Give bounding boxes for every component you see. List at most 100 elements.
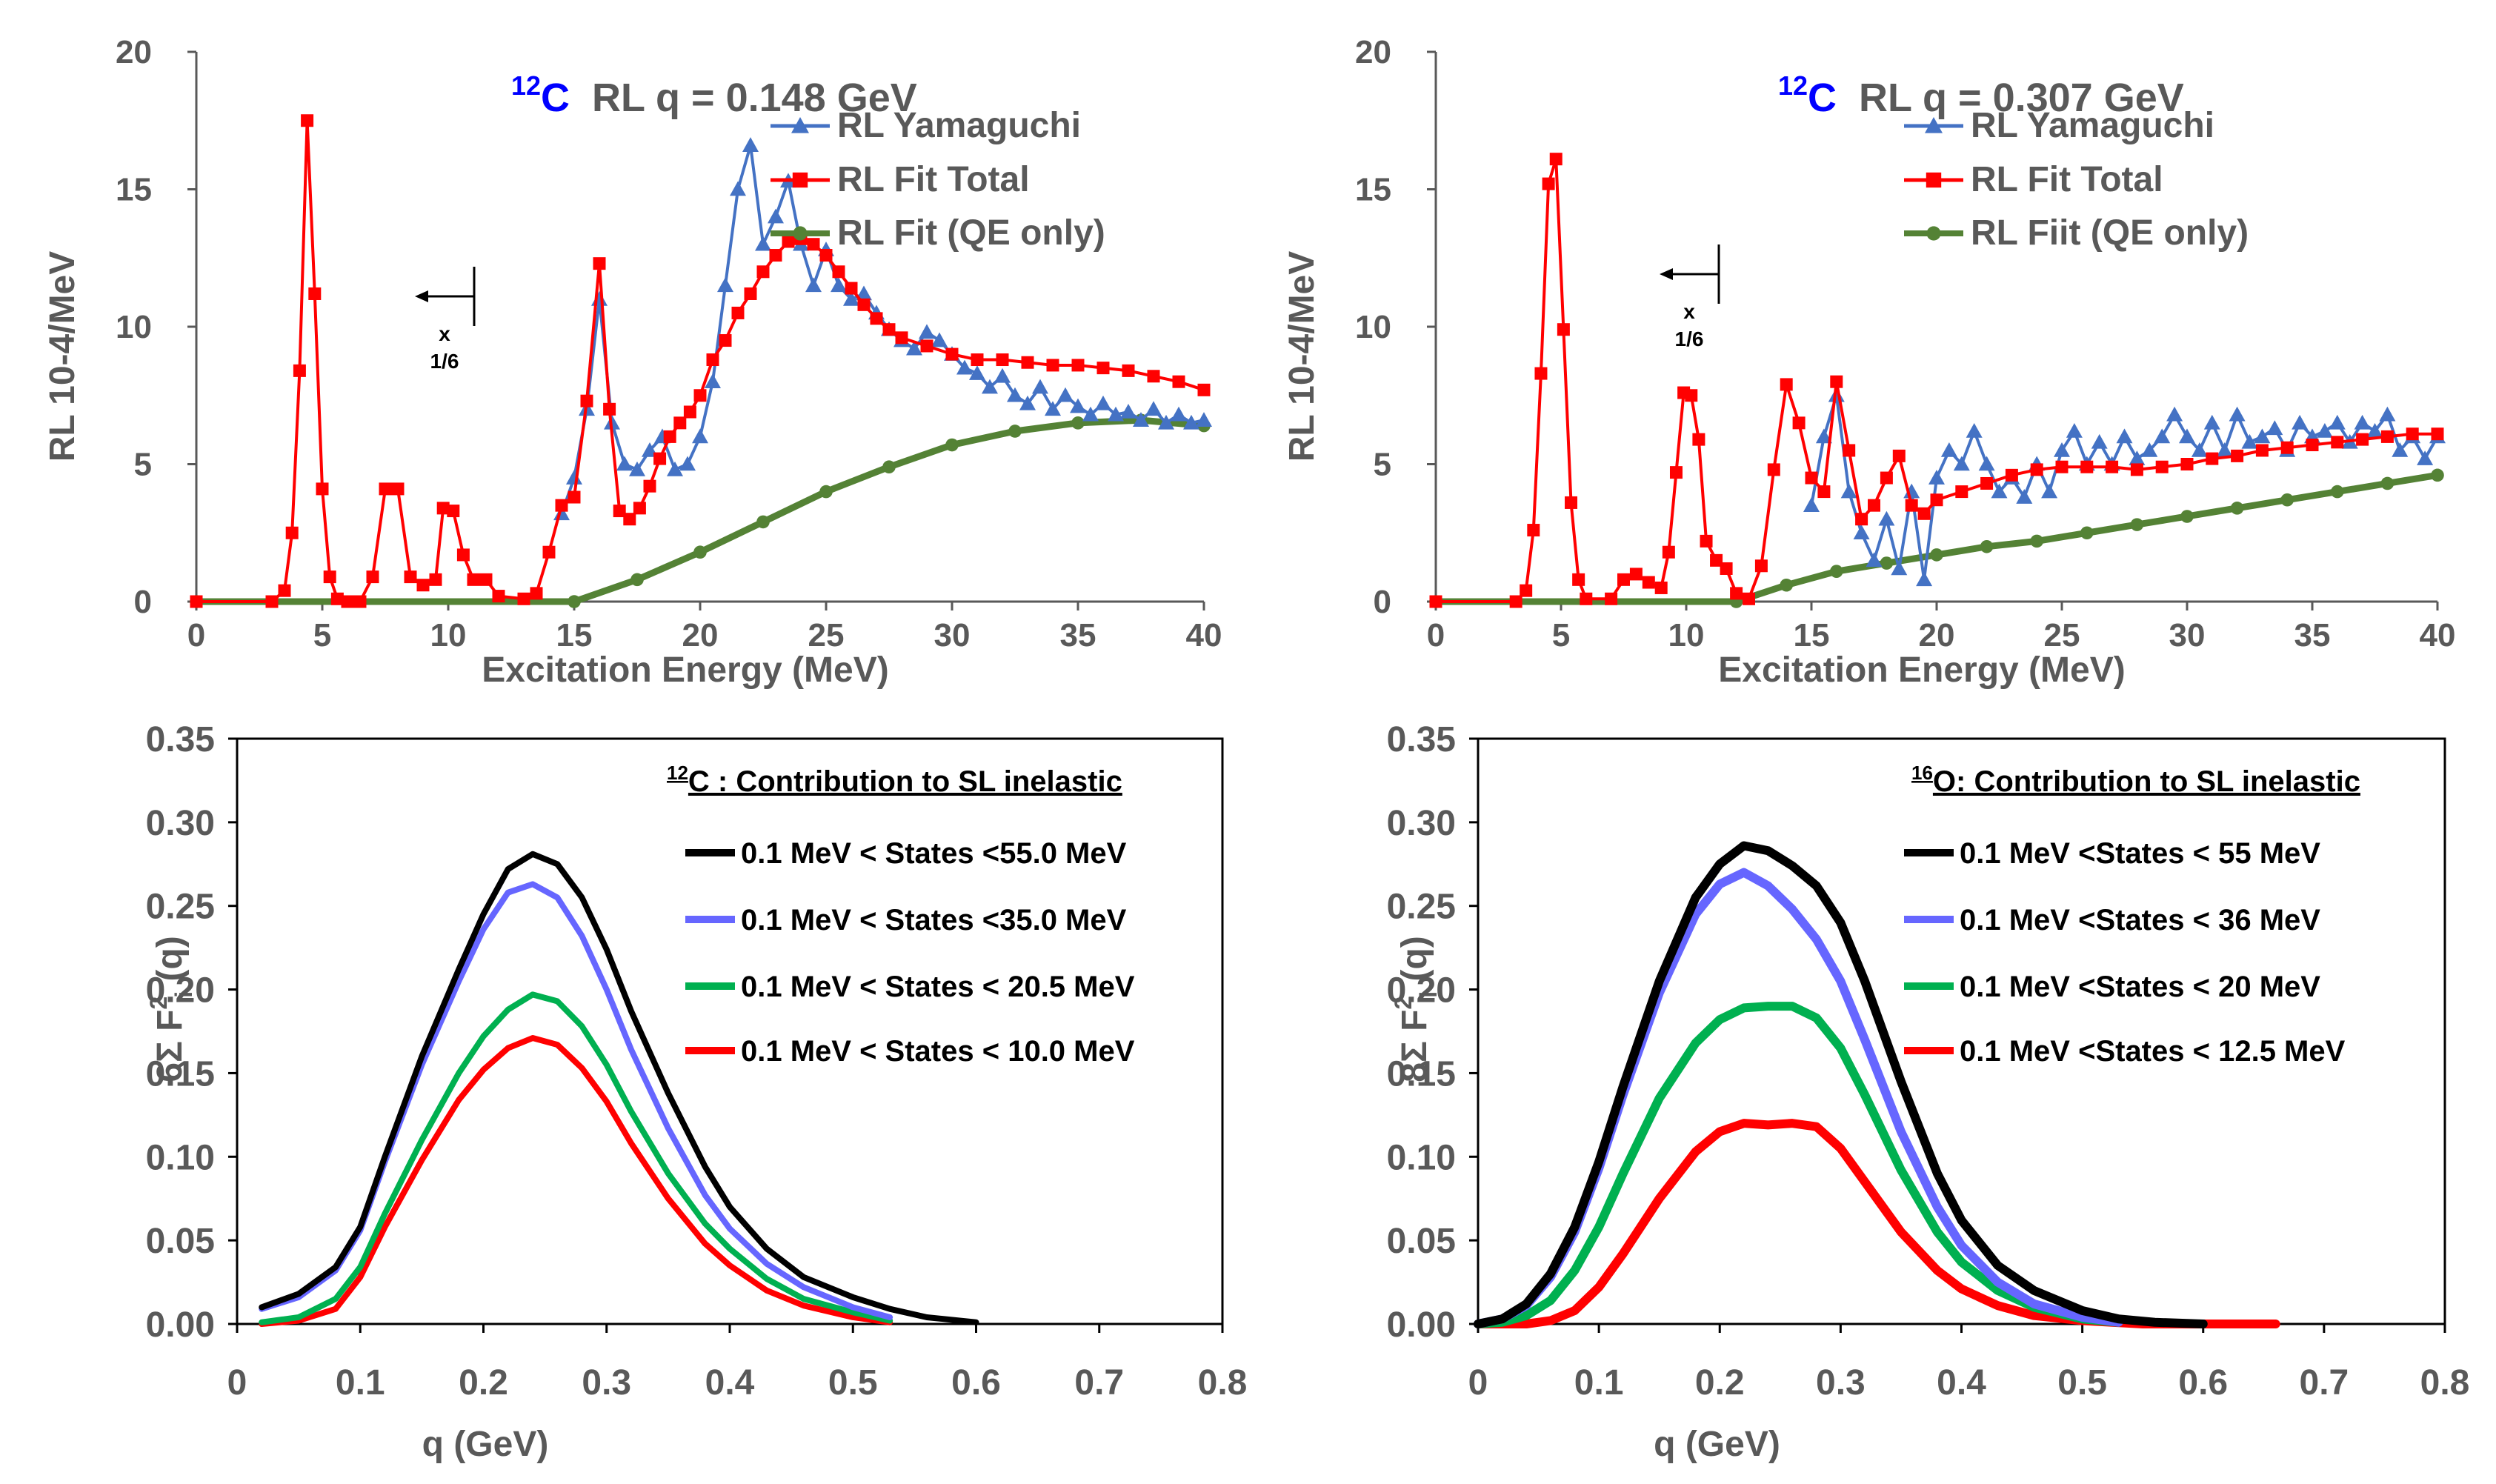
data-point-triangle [1940,442,1957,457]
data-point-triangle [1120,404,1136,419]
data-point-square [580,394,593,407]
x-tick-label: 30 [934,617,971,653]
y-label-suffix: (q) [150,936,190,991]
data-point-square [920,339,933,353]
data-point-triangle [2116,428,2133,444]
data-point-triangle [1171,406,1187,422]
data-point-circle [2331,485,2344,499]
annotation-fraction: 1/6 [1675,327,1704,350]
data-point-square [278,584,291,597]
x-tick-label: 0.6 [2178,1363,2228,1403]
data-point-square [683,405,696,419]
data-point-triangle [742,137,759,152]
data-point-circle [945,438,959,452]
data-point-triangle [1133,412,1149,427]
y-tick-label: 0 [1374,584,1391,620]
data-point-square [316,482,329,496]
data-point-triangle [667,461,683,476]
data-point-square [756,265,770,279]
data-point-circle [2080,526,2094,540]
data-point-square [2380,430,2394,443]
data-point-square [1197,383,1211,396]
data-point-triangle [1991,483,2008,499]
series-line [1474,1002,2123,1328]
y-tick-label: 20 [116,34,152,70]
data-point-triangle [2216,442,2233,457]
y-tick-label: 15 [116,172,152,208]
data-point-circle [2431,468,2444,482]
data-point-triangle [1196,412,1212,427]
legend-marker [1925,117,1943,133]
legend-entry: 0.1 MeV < States <55.0 MeV [741,837,1127,870]
y-tick-label: 0.15 [146,1054,215,1094]
data-point-square [1172,375,1185,388]
data-point-square [706,353,719,367]
chart-title: 12C : Contribution to SL inelastic [667,762,1122,798]
title-text: C : Contribution to SL inelastic [688,765,1122,798]
data-point-square [744,287,757,300]
data-point-circle [2180,510,2194,523]
data-point-circle [568,595,581,608]
data-point-square [323,570,336,584]
data-point-square [1572,573,1585,586]
legend-entry: 0.1 MeV <States < 36 MeV [1960,904,2320,936]
data-point-circle [1930,548,1943,562]
data-point-triangle [755,236,771,251]
title-text: RL q = 0.307 GeV [1859,76,2184,120]
series-line [1474,841,2208,1328]
legend-marker [1926,226,1941,241]
data-point-square [2406,427,2419,441]
legend-entry: 0.1 MeV <States < 20 MeV [1960,971,2320,1003]
x-tick-label: 0.1 [1574,1363,1624,1403]
legend-entry: RL Fit (QE only) [837,213,1105,253]
data-point-square [996,353,1009,367]
chart-c12-sl-contribution: 0.00 0.05 0.10 0.15 0.20 0.25 0.30 0.35 0 0.1 0.2 0… [145,720,1247,1464]
data-point-square [819,249,833,262]
x-tick-label: 0 [1468,1363,1488,1403]
x-tick-label: 40 [1186,617,1222,653]
y-tick-label: 0.30 [146,804,215,843]
data-point-square [190,595,203,608]
data-point-triangle [616,456,633,471]
x-tick-label: 25 [808,617,845,653]
data-point-square [391,482,405,496]
y-tick-label: 0.10 [1387,1138,1456,1177]
x-tick-label: 0 [187,617,205,653]
data-point-square [1855,513,1868,526]
x-tick-label: 0.2 [1695,1363,1745,1403]
data-point-triangle [994,367,1011,383]
data-point-square [555,499,568,512]
data-point-square [2231,449,2244,462]
data-point-square [1743,592,1755,605]
data-point-triangle [1007,387,1023,402]
data-point-square [1542,177,1555,190]
left-arrow-icon [415,290,428,302]
data-point-triangle [1108,406,1124,422]
title-text: RL q = 0.148 GeV [592,76,917,120]
data-point-circle [1071,416,1085,430]
x-tick-label: 0 [227,1363,247,1403]
data-point-triangle [1953,456,1970,471]
data-point-square [456,548,470,562]
data-point-circle [2130,518,2144,531]
x-tick-label: 20 [1919,617,1955,653]
data-point-square [1817,485,1831,499]
data-point-circle [2230,502,2244,515]
legend-entry: RL Yamaguchi [1971,106,2214,145]
data-point-triangle [768,208,784,224]
data-point-triangle [2203,414,2220,430]
data-point-square [613,505,626,518]
chart-c12-rl-q0307: 0 5 10 15 20 0 5 10 15 20 25 30 35 40 Excitation Energ… [1282,34,2455,690]
annotation-fraction: 1/6 [430,350,459,373]
data-point-triangle [982,379,998,394]
data-point-square [882,323,896,336]
data-point-square [673,416,687,430]
data-point-triangle [1183,414,1199,430]
y-label-main: 6Σ F [150,1010,190,1082]
legend-entry: 0.1 MeV < States < 20.5 MeV [741,971,1135,1003]
y-label-subscript: i [1415,991,1442,998]
x-tick-label: 40 [2420,617,2456,653]
data-point-square [603,402,616,416]
data-point-square [2030,463,2043,476]
x-tick-label: 0 [1427,617,1445,653]
